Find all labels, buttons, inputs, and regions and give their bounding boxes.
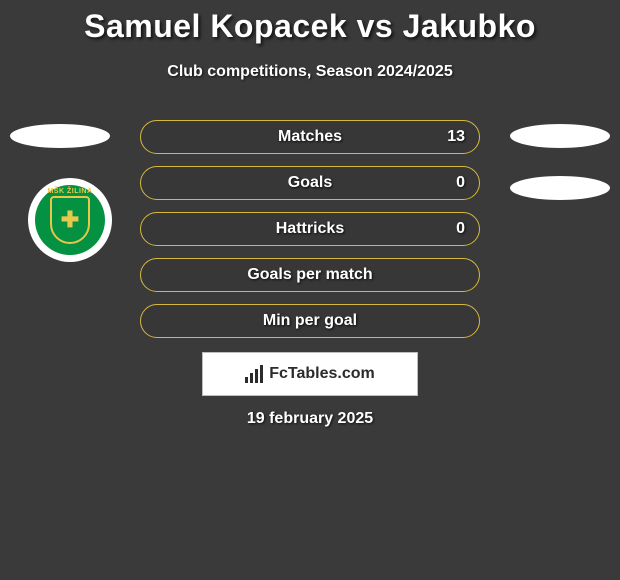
stat-value: 13 <box>447 128 465 146</box>
date-text: 19 february 2025 <box>0 410 620 428</box>
decorative-ellipse-top-left <box>10 124 110 148</box>
club-logo-cross-icon: ✚ <box>61 209 79 231</box>
page-title: Samuel Kopacek vs Jakubko <box>0 0 620 45</box>
stat-row-goals: Goals 0 <box>140 166 480 200</box>
attribution-badge: FcTables.com <box>202 352 418 396</box>
club-logo-text: MŠK ŽILINA <box>35 188 105 195</box>
club-logo-shield-icon: ✚ <box>50 196 90 244</box>
attribution-text: FcTables.com <box>269 365 375 383</box>
stat-label: Min per goal <box>263 312 357 330</box>
bar-chart-icon <box>245 365 263 383</box>
stat-label: Goals per match <box>247 266 372 284</box>
page-subtitle: Club competitions, Season 2024/2025 <box>0 63 620 81</box>
decorative-ellipse-bottom-right <box>510 176 610 200</box>
stat-value: 0 <box>456 220 465 238</box>
stat-row-hattricks: Hattricks 0 <box>140 212 480 246</box>
stat-label: Hattricks <box>276 220 344 238</box>
stat-label: Matches <box>278 128 342 146</box>
stat-row-goals-per-match: Goals per match <box>140 258 480 292</box>
club-logo: MŠK ŽILINA ✚ <box>28 178 112 262</box>
stat-row-matches: Matches 13 <box>140 120 480 154</box>
decorative-ellipse-top-right <box>510 124 610 148</box>
stat-value: 0 <box>456 174 465 192</box>
club-logo-inner: MŠK ŽILINA ✚ <box>35 185 105 255</box>
stat-label: Goals <box>288 174 332 192</box>
stat-row-min-per-goal: Min per goal <box>140 304 480 338</box>
stats-container: Matches 13 Goals 0 Hattricks 0 Goals per… <box>140 120 480 350</box>
